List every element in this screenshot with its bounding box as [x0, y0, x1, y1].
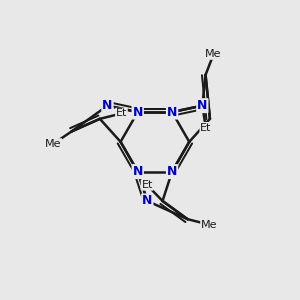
- Text: N: N: [167, 106, 177, 118]
- Text: Et: Et: [200, 123, 212, 133]
- Text: N: N: [142, 194, 152, 208]
- Text: Me: Me: [201, 220, 217, 230]
- Text: N: N: [133, 106, 143, 118]
- Text: N: N: [133, 165, 143, 178]
- Text: Me: Me: [205, 49, 222, 59]
- Text: Me: Me: [45, 139, 62, 149]
- Text: Et: Et: [116, 109, 127, 118]
- Text: N: N: [167, 165, 177, 178]
- Text: Et: Et: [141, 180, 153, 190]
- Text: N: N: [102, 99, 113, 112]
- Text: N: N: [197, 99, 208, 112]
